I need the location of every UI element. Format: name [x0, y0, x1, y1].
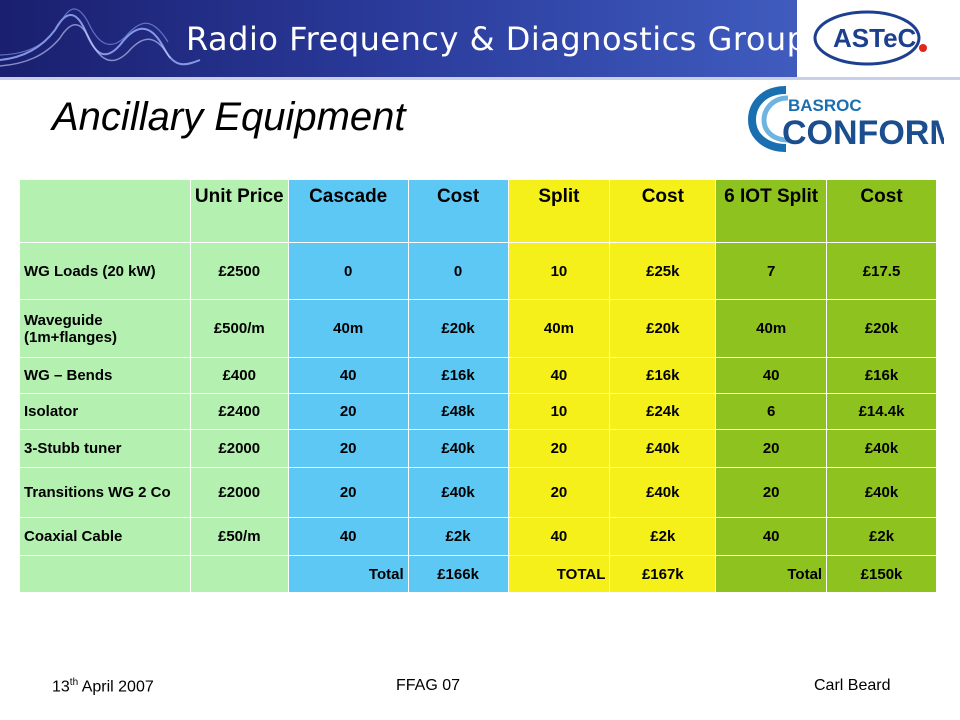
table-cell: 20 [287, 393, 409, 430]
header-banner: Radio Frequency & Diagnostics Group ASTe… [0, 0, 960, 77]
table-cell: 20 [715, 429, 828, 468]
table-row: Transitions WG 2 Co £2000 20 £40k 20 £40k 20 £4… [19, 467, 937, 518]
table-cell: £2k [609, 517, 717, 556]
table-cell: £16k [826, 357, 937, 394]
table-cell: £16k [407, 357, 509, 394]
table-cell: £500/m [189, 299, 289, 358]
table-cell: 0 [407, 242, 509, 300]
table-header-cell: 6 IOT Split [715, 179, 828, 243]
table-cell: 20 [507, 467, 611, 518]
table-header-cell: Cost [609, 179, 717, 243]
table-cell: 40 [715, 357, 828, 394]
table-cell: £2400 [189, 393, 289, 430]
table-cell: 20 [287, 429, 409, 468]
table-cell: TOTAL [507, 555, 611, 593]
table-header-cell [19, 179, 191, 243]
table-cell: 20 [507, 429, 611, 468]
table-header-cell: Unit Price [189, 179, 289, 243]
table-cell: 40m [287, 299, 409, 358]
table-total-row: Total £166k TOTAL £167k Total £150k [19, 555, 937, 593]
footer-event: FFAG 07 [396, 677, 461, 694]
table-cell: £40k [407, 467, 509, 518]
table-cell: £50/m [189, 517, 289, 556]
table-cell: £2000 [189, 467, 289, 518]
table-cell: £400 [189, 357, 289, 394]
table-cell: Coaxial Cable [19, 517, 191, 556]
table-cell: £40k [826, 467, 937, 518]
table-cell [19, 555, 191, 593]
table-cell: 20 [715, 467, 828, 518]
table-cell: 40m [507, 299, 611, 358]
slide-title: Ancillary Equipment [52, 95, 406, 139]
table-cell: WG – Bends [19, 357, 191, 394]
table-row: Waveguide (1m+flanges) £500/m 40m £20k 40m £2… [19, 299, 937, 358]
table-cell [189, 555, 289, 593]
astec-logo-text: ASTeC [833, 23, 917, 53]
astec-logo-panel: ASTeC [797, 0, 960, 77]
ancillary-equipment-table: Unit Price Cascade Cost Split Cost 6 IOT Spli… [19, 179, 937, 593]
table-cell: Transitions WG 2 Co [19, 467, 191, 518]
table-cell: 40 [507, 517, 611, 556]
table-cell: 20 [287, 467, 409, 518]
waveform-graphic [0, 8, 201, 67]
table-cell: 40 [507, 357, 611, 394]
basroc-text: BASROC [788, 96, 862, 115]
table-cell: 3-Stubb tuner [19, 429, 191, 468]
table-cell: 6 [715, 393, 828, 430]
table-cell: £14.4k [826, 393, 937, 430]
table-cell: 10 [507, 242, 611, 300]
table-header-cell: Split [507, 179, 611, 243]
table-cell: £20k [826, 299, 937, 358]
table-cell: 7 [715, 242, 828, 300]
table-cell: £40k [407, 429, 509, 468]
table-cell: £25k [609, 242, 717, 300]
table-header-cell: Cost [826, 179, 937, 243]
footer-author: Carl Beard [814, 677, 891, 694]
table-row: 3-Stubb tuner £2000 20 £40k 20 £40k 20 £40k [19, 429, 937, 468]
table-cell: £40k [826, 429, 937, 468]
table-cell: Isolator [19, 393, 191, 430]
table-cell: £16k [609, 357, 717, 394]
table-row: WG Loads (20 kW) £2500 0 0 10 £25k 7 £17.5 [19, 242, 937, 300]
table-cell: Waveguide (1m+flanges) [19, 299, 191, 358]
table-cell: WG Loads (20 kW) [19, 242, 191, 300]
table-row: WG – Bends £400 40 £16k 40 £16k 40 £16k [19, 357, 937, 394]
table-cell: £2500 [189, 242, 289, 300]
table-header-row: Unit Price Cascade Cost Split Cost 6 IOT Spli… [19, 179, 937, 243]
table-cell: £20k [407, 299, 509, 358]
table-cell: £24k [609, 393, 717, 430]
conform-text: CONFORM [782, 114, 944, 152]
table-row: Isolator £2400 20 £48k 10 £24k 6 £14.4k [19, 393, 937, 430]
table-cell: 10 [507, 393, 611, 430]
table-cell: 40 [287, 517, 409, 556]
table-cell: 0 [287, 242, 409, 300]
banner-divider [0, 77, 960, 80]
table-cell: £2000 [189, 429, 289, 468]
table-cell: 40 [715, 517, 828, 556]
table-cell: £167k [609, 555, 717, 593]
table-cell: £17.5 [826, 242, 937, 300]
table-cell: £150k [826, 555, 937, 593]
table-row: Coaxial Cable £50/m 40 £2k 40 £2k 40 £2k [19, 517, 937, 556]
table-cell: £2k [407, 517, 509, 556]
table-cell: 40m [715, 299, 828, 358]
table-cell: Total [287, 555, 409, 593]
astec-logo: ASTeC [813, 10, 927, 66]
table-cell: Total [715, 555, 828, 593]
banner-title: Radio Frequency & Diagnostics Group [186, 20, 808, 58]
table-header-cell: Cost [407, 179, 509, 243]
table-cell: £166k [407, 555, 509, 593]
table-cell: £2k [826, 517, 937, 556]
table-cell: £40k [609, 467, 717, 518]
basroc-conform-logo: BASROC CONFORM [748, 86, 944, 152]
table-cell: £20k [609, 299, 717, 358]
table-cell: £48k [407, 393, 509, 430]
table-cell: 40 [287, 357, 409, 394]
footer-date: 13th April 2007 [52, 677, 154, 696]
table-cell: £40k [609, 429, 717, 468]
table-header-cell: Cascade [287, 179, 409, 243]
